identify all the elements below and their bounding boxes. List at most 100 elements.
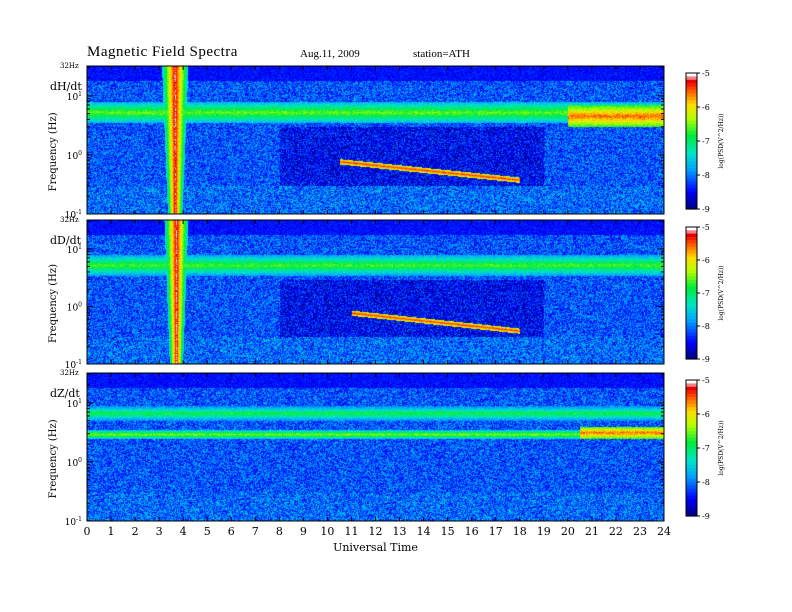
colorbar-step xyxy=(686,168,697,173)
colorbar-step xyxy=(686,147,697,152)
x-tick-label: 10 xyxy=(320,525,334,538)
colorbar-step xyxy=(686,117,697,122)
colorbar-step xyxy=(686,329,697,334)
colorbar-step xyxy=(686,269,697,274)
colorbar-step xyxy=(686,434,697,439)
colorbar-step xyxy=(686,293,697,297)
colorbar-step xyxy=(686,345,697,350)
y-axis-label: Frequency (Hz) xyxy=(48,419,59,498)
colorbar-step xyxy=(686,113,697,118)
colorbar-step xyxy=(686,250,697,254)
colorbar-step xyxy=(686,205,697,210)
colorbar-tick-label: -6 xyxy=(702,103,710,112)
x-tick-label: 8 xyxy=(276,525,283,538)
x-tick-label: 15 xyxy=(441,525,455,538)
x-axis-label: Universal Time xyxy=(333,541,418,554)
x-tick-label: 0 xyxy=(84,525,91,538)
colorbar-step xyxy=(686,151,697,156)
colorbar-step xyxy=(686,164,697,169)
colorbar-step xyxy=(686,233,697,238)
colorbar-step xyxy=(686,236,697,241)
colorbar-step xyxy=(686,437,697,442)
colorbar-step xyxy=(686,407,697,412)
colorbar-step xyxy=(686,283,697,287)
colorbar-step xyxy=(686,103,697,108)
colorbar-step xyxy=(686,488,697,493)
colorbar-step xyxy=(686,431,697,435)
colorbar-step xyxy=(686,276,697,281)
x-tick-label: 12 xyxy=(369,525,383,538)
colorbar-step xyxy=(686,335,697,340)
spectrogram-image xyxy=(87,220,664,364)
colorbar-step xyxy=(686,110,697,115)
colorbar-step xyxy=(686,458,697,463)
colorbar-step xyxy=(686,171,697,176)
colorbar-step xyxy=(686,349,697,353)
colorbar-step xyxy=(686,512,697,517)
colorbar-step xyxy=(686,468,697,473)
colorbar-step xyxy=(686,332,697,337)
colorbar-step xyxy=(686,161,697,166)
panel-label: dZ/dt xyxy=(50,387,80,400)
colorbar-step xyxy=(686,482,697,486)
y-axis-label: Frequency (Hz) xyxy=(48,264,59,343)
colorbar-step xyxy=(686,485,697,490)
colorbar-step xyxy=(686,178,697,183)
colorbar-step xyxy=(686,243,697,248)
top-frequency-label: 32Hz xyxy=(60,216,79,224)
colorbar-1: -5 -6 -7 -8 -9 log(PSD(V^2/Hz)) xyxy=(685,69,725,214)
colorbar-step xyxy=(686,188,697,193)
colorbar-step xyxy=(686,383,697,388)
colorbar-step xyxy=(686,86,697,91)
colorbar-step xyxy=(686,124,697,128)
colorbar-step xyxy=(686,253,697,258)
colorbar-step xyxy=(686,120,697,125)
colorbar-2: -5 -6 -7 -8 -9 log(PSD(V^2/Hz)) xyxy=(685,223,725,364)
colorbar-step xyxy=(686,296,697,301)
colorbar-step xyxy=(686,495,697,500)
colorbar-step xyxy=(686,100,697,105)
colorbar-step xyxy=(686,424,697,429)
colorbar-step xyxy=(686,273,697,278)
colorbar-step xyxy=(686,230,697,235)
colorbar-step xyxy=(686,266,697,271)
colorbar-step xyxy=(686,471,697,476)
chart-title: Magnetic Field Spectra xyxy=(87,44,238,60)
colorbar-tick-label: -7 xyxy=(702,137,710,146)
colorbar-tick-label: -5 xyxy=(702,223,710,232)
colorbar-step xyxy=(686,144,697,149)
colorbar-tick-label: -9 xyxy=(702,355,710,364)
colorbar-step xyxy=(686,93,697,98)
colorbar-step xyxy=(686,306,697,311)
colorbar-step xyxy=(686,492,697,497)
spectrogram-panel-3: dZ/dt 32Hz Frequency (Hz) 101 100 10-1 xyxy=(48,369,665,528)
colorbar-step xyxy=(686,475,697,480)
colorbar-tick-label: -5 xyxy=(702,376,710,385)
colorbar-step xyxy=(686,256,697,261)
colorbar-step xyxy=(686,240,697,245)
colorbar-step xyxy=(686,202,697,207)
colorbar-step xyxy=(686,499,697,503)
colorbar-tick-label: -8 xyxy=(702,171,710,180)
colorbar-step xyxy=(686,319,697,324)
colorbar-step xyxy=(686,342,697,347)
colorbar-step xyxy=(686,417,697,422)
colorbar-tick-label: -9 xyxy=(702,512,710,521)
x-tick-label: 1 xyxy=(108,525,115,538)
colorbar-step xyxy=(686,185,697,190)
colorbar-tick-label: -7 xyxy=(702,289,710,298)
colorbar-3: -5 -6 -7 -8 -9 log(PSD(V^2/Hz)) xyxy=(685,376,725,521)
colorbar-step xyxy=(686,134,697,139)
colorbar-step xyxy=(686,352,697,357)
colorbar-step xyxy=(686,502,697,507)
x-tick-label: 2 xyxy=(132,525,139,538)
y-tick-label: 100 xyxy=(67,302,82,314)
x-tick-label: 22 xyxy=(609,525,623,538)
colorbar-step xyxy=(686,175,697,179)
colorbar-tick-label: -7 xyxy=(702,444,710,453)
y-tick-label: 10-1 xyxy=(65,516,82,528)
colorbar-step xyxy=(686,322,697,327)
x-tick-label: 18 xyxy=(513,525,527,538)
x-tick-label: 13 xyxy=(393,525,407,538)
